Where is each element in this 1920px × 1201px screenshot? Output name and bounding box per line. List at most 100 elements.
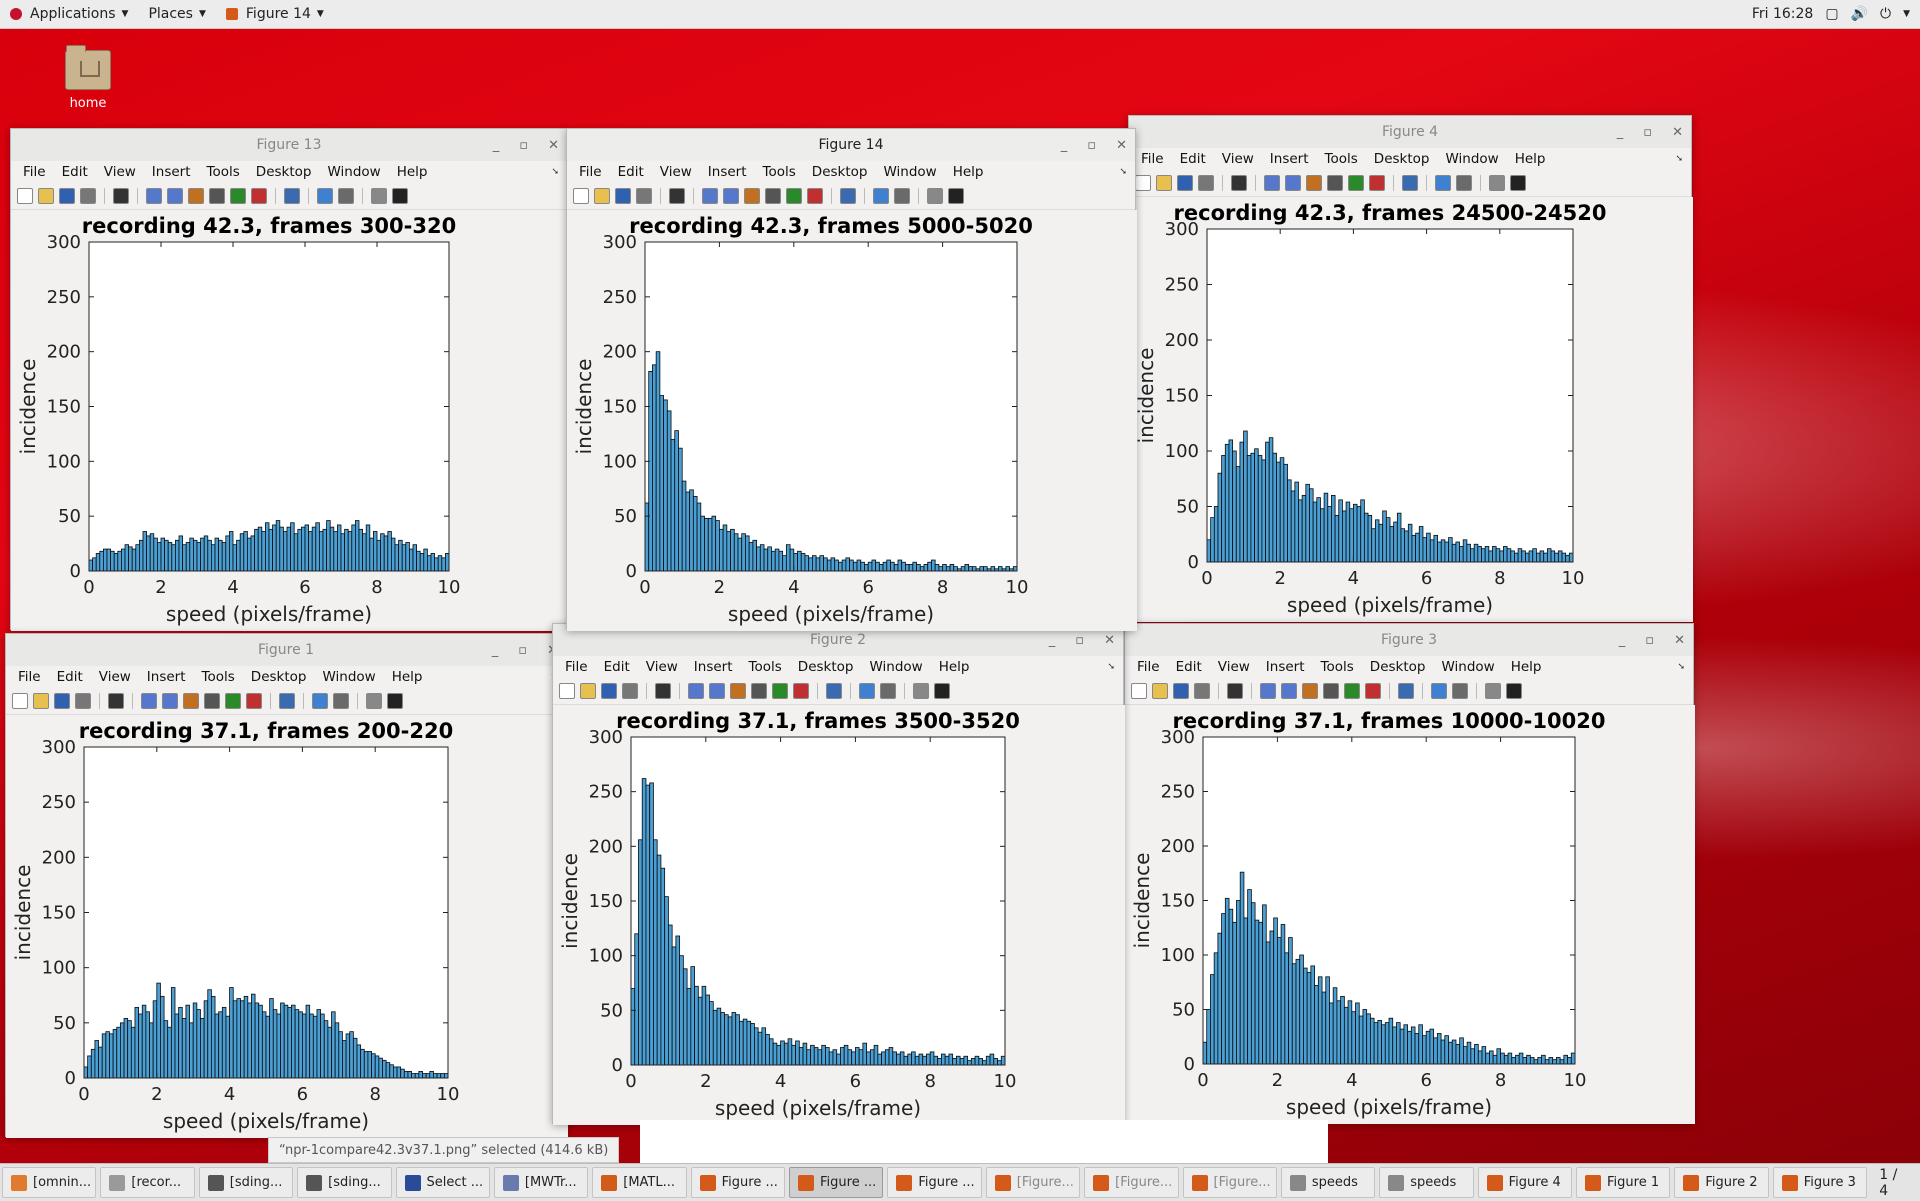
toolbar-tool-icon[interactable] [730, 683, 746, 699]
menu-help[interactable]: Help [396, 164, 428, 180]
toolbar-tool-icon[interactable] [1431, 683, 1447, 699]
toolbar-tool-icon[interactable] [1452, 683, 1468, 699]
menu-edit[interactable]: Edit [1175, 659, 1202, 675]
toolbar-tool-icon[interactable] [1135, 175, 1151, 191]
toolbar-tool-icon[interactable] [333, 693, 349, 709]
toolbar-tool-icon[interactable] [1306, 175, 1322, 191]
taskbar-item[interactable]: speeds [1379, 1167, 1474, 1198]
toolbar-tool-icon[interactable] [655, 683, 671, 699]
toolbar-tool-icon[interactable] [251, 188, 267, 204]
menu-desktop[interactable]: Desktop [1369, 659, 1426, 675]
menu-file[interactable]: File [23, 164, 46, 180]
menu-insert[interactable]: Insert [146, 669, 186, 685]
menu-insert[interactable]: Insert [151, 164, 191, 180]
menu-insert[interactable]: Insert [1269, 151, 1309, 167]
figure-window-fig14[interactable]: Figure 14 _ ▫ ✕ File Edit View Insert Tools Deskt… [566, 128, 1137, 631]
menu-file[interactable]: File [579, 164, 602, 180]
window-titlebar[interactable]: Figure 4 _ ▫ ✕ [1129, 116, 1691, 148]
menu-help[interactable]: Help [391, 669, 423, 685]
toolbar-tool-icon[interactable] [880, 683, 896, 699]
toolbar-tool-icon[interactable] [230, 188, 246, 204]
menu-file[interactable]: File [565, 659, 588, 675]
toolbar-tool-icon[interactable] [559, 683, 575, 699]
menu-tools[interactable]: Tools [201, 669, 235, 685]
toolbar-tool-icon[interactable] [317, 188, 333, 204]
toolbar-tool-icon[interactable] [894, 188, 910, 204]
toolbar-tool-icon[interactable] [723, 188, 739, 204]
window-titlebar[interactable]: Figure 13 _ ▫ ✕ [11, 129, 567, 161]
toolbar-tool-icon[interactable] [284, 188, 300, 204]
toolbar-tool-icon[interactable] [1506, 683, 1522, 699]
figure-window-fig2[interactable]: Figure 2 _ ▫ ✕ File Edit View Insert Tools Deskto… [552, 623, 1125, 1125]
toolbar-tool-icon[interactable] [1489, 175, 1505, 191]
close-icon[interactable]: ✕ [1104, 632, 1115, 648]
menu-file[interactable]: File [18, 669, 41, 685]
toolbar-tool-icon[interactable] [594, 188, 610, 204]
toolbar-tool-icon[interactable] [366, 693, 382, 709]
toolbar-tool-icon[interactable] [204, 693, 220, 709]
menu-help[interactable]: Help [938, 659, 970, 675]
window-titlebar[interactable]: Figure 1_▫✕ [6, 634, 566, 666]
toolbar-tool-icon[interactable] [246, 693, 262, 709]
taskbar-item[interactable]: Figure ... [887, 1167, 982, 1198]
toolbar-tool-icon[interactable] [1131, 683, 1147, 699]
menu-tools[interactable]: Tools [206, 164, 240, 180]
maximize-icon[interactable]: ▫ [1643, 124, 1653, 140]
toolbar-tool-icon[interactable] [1177, 175, 1193, 191]
close-icon[interactable]: ✕ [1116, 137, 1127, 153]
maximize-icon[interactable]: ▫ [519, 137, 529, 153]
toolbar-tool-icon[interactable] [1260, 683, 1276, 699]
menu-help[interactable]: Help [1514, 151, 1546, 167]
toolbar-tool-icon[interactable] [669, 188, 685, 204]
toolbar-tool-icon[interactable] [1156, 175, 1172, 191]
toolbar-tool-icon[interactable] [108, 693, 124, 709]
menu-window[interactable]: Window [1441, 659, 1495, 675]
menu-tools[interactable]: Tools [762, 164, 796, 180]
maximize-icon[interactable]: ▫ [1075, 632, 1085, 648]
taskbar-item[interactable]: Figure ... [690, 1167, 785, 1198]
toolbar-tool-icon[interactable] [1173, 683, 1189, 699]
toolbar-tool-icon[interactable] [1348, 175, 1364, 191]
toolbar-tool-icon[interactable] [913, 683, 929, 699]
maximize-icon[interactable]: ▫ [1087, 137, 1097, 153]
minimize-icon[interactable]: _ [1616, 124, 1624, 140]
minimize-icon[interactable]: _ [1048, 632, 1056, 648]
maximize-icon[interactable]: ▫ [518, 642, 528, 658]
maximize-icon[interactable]: ▫ [1645, 632, 1655, 648]
home-desktop-icon[interactable]: home [58, 45, 118, 111]
minimize-icon[interactable]: _ [492, 137, 500, 153]
menu-tools[interactable]: Tools [748, 659, 782, 675]
menu-desktop[interactable]: Desktop [797, 659, 854, 675]
toolbar-tool-icon[interactable] [1323, 683, 1339, 699]
toolbar-tool-icon[interactable] [1456, 175, 1472, 191]
menu-window[interactable]: Window [327, 164, 381, 180]
toolbar-tool-icon[interactable] [279, 693, 295, 709]
toolbar-tool-icon[interactable] [1327, 175, 1343, 191]
taskbar-item[interactable]: speeds [1280, 1167, 1376, 1198]
toolbar-tool-icon[interactable] [615, 188, 631, 204]
toolbar-tool-icon[interactable] [688, 683, 704, 699]
taskbar-item[interactable]: [MATL... [592, 1167, 687, 1198]
toolbar-tool-icon[interactable] [312, 693, 328, 709]
toolbar-tool-icon[interactable] [141, 693, 157, 709]
toolbar-tool-icon[interactable] [601, 683, 617, 699]
toolbar-tool-icon[interactable] [873, 188, 889, 204]
toolbar-tool-icon[interactable] [371, 188, 387, 204]
toolbar-tool-icon[interactable] [744, 188, 760, 204]
toolbar-tool-icon[interactable] [927, 188, 943, 204]
menu-window[interactable]: Window [869, 659, 923, 675]
taskbar-item[interactable]: Select ... [395, 1167, 490, 1198]
toolbar-tool-icon[interactable] [1281, 683, 1297, 699]
menu-desktop[interactable]: Desktop [1373, 151, 1430, 167]
figure-window-fig3[interactable]: Figure 3 _ ▫ ✕ File Edit View Insert Tools Deskto… [1124, 623, 1695, 1124]
menu-desktop[interactable]: Desktop [811, 164, 868, 180]
toolbar-tool-icon[interactable] [1152, 683, 1168, 699]
menu-edit[interactable]: Edit [1179, 151, 1206, 167]
menu-edit[interactable]: Edit [603, 659, 630, 675]
taskbar-item[interactable]: [Figure... [1182, 1167, 1277, 1198]
close-icon[interactable]: ✕ [1674, 632, 1685, 648]
toolbar-tool-icon[interactable] [80, 188, 96, 204]
toolbar-tool-icon[interactable] [1365, 683, 1381, 699]
toolbar-tool-icon[interactable] [113, 188, 129, 204]
menu-tools[interactable]: Tools [1320, 659, 1354, 675]
